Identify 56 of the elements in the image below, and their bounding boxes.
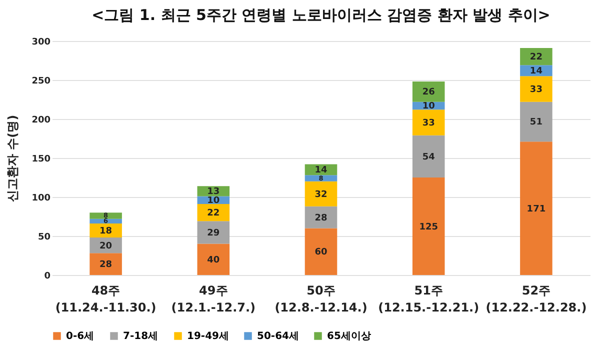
y-tick-label: 250 bbox=[32, 76, 50, 86]
data-label: 29 bbox=[207, 228, 220, 238]
data-label: 14 bbox=[530, 66, 542, 77]
y-tick-label: 200 bbox=[32, 116, 50, 126]
bar bbox=[197, 244, 230, 275]
data-label: 22 bbox=[530, 52, 542, 63]
bar bbox=[520, 76, 552, 102]
x-tick-label: 49주 (12.1.-12.7.) bbox=[171, 284, 256, 314]
legend-label: 0-6세 bbox=[66, 331, 94, 342]
y-tick-label: 300 bbox=[32, 38, 50, 48]
bar bbox=[412, 110, 445, 136]
legend-label: 50-64세 bbox=[257, 331, 299, 342]
data-label: 51 bbox=[530, 118, 542, 128]
data-label: 10 bbox=[207, 196, 220, 206]
x-tick-label: 51주 (12.15.-12.21.) bbox=[378, 284, 480, 314]
y-tick-label: 0 bbox=[44, 272, 50, 282]
bar bbox=[520, 102, 552, 142]
y-tick-label: 50 bbox=[38, 232, 50, 242]
data-label: 18 bbox=[100, 226, 112, 237]
data-label: 20 bbox=[100, 241, 112, 252]
data-label: 33 bbox=[530, 84, 542, 95]
legend-label: 19-49세 bbox=[187, 331, 229, 342]
data-label: 60 bbox=[314, 248, 328, 258]
legend-label: 65세이상 bbox=[327, 331, 371, 342]
data-label: 33 bbox=[422, 118, 435, 129]
data-label: 28 bbox=[314, 213, 328, 224]
x-tick-label: 52주 (12.22.-12.28.) bbox=[486, 284, 587, 314]
data-label: 40 bbox=[207, 255, 220, 266]
x-tick-label: 50주 (12.8.-12.14.) bbox=[274, 284, 368, 314]
bar bbox=[520, 142, 552, 275]
y-tick-label: 150 bbox=[32, 154, 50, 164]
bar bbox=[304, 175, 338, 182]
data-label: 10 bbox=[422, 102, 435, 112]
data-label: 22 bbox=[207, 208, 220, 219]
chart-title: <그림 1. 최근 5주간 연령별 노로바이러스 감염증 환자 발생 추이> bbox=[92, 6, 550, 24]
data-label: 54 bbox=[422, 152, 435, 162]
bar bbox=[304, 181, 338, 206]
bar bbox=[412, 178, 445, 275]
data-label: 26 bbox=[422, 88, 435, 98]
bar bbox=[90, 212, 122, 219]
data-label: 13 bbox=[207, 187, 220, 198]
legend-label: 7-18세 bbox=[123, 331, 158, 342]
data-label: 32 bbox=[314, 190, 328, 200]
data-label: 125 bbox=[419, 222, 438, 232]
bar bbox=[412, 135, 445, 178]
bar bbox=[304, 228, 338, 275]
y-axis-title: 신고환자 수(명) bbox=[6, 114, 20, 202]
bar bbox=[197, 221, 230, 244]
bar bbox=[520, 48, 552, 66]
y-tick-label: 100 bbox=[32, 194, 50, 204]
data-label: 28 bbox=[100, 260, 112, 270]
bar bbox=[90, 253, 122, 275]
data-label: 171 bbox=[526, 204, 546, 214]
data-label: 14 bbox=[314, 166, 328, 176]
x-tick-label: 48주 (11.24.-11.30.) bbox=[55, 284, 156, 314]
bar bbox=[412, 82, 445, 102]
